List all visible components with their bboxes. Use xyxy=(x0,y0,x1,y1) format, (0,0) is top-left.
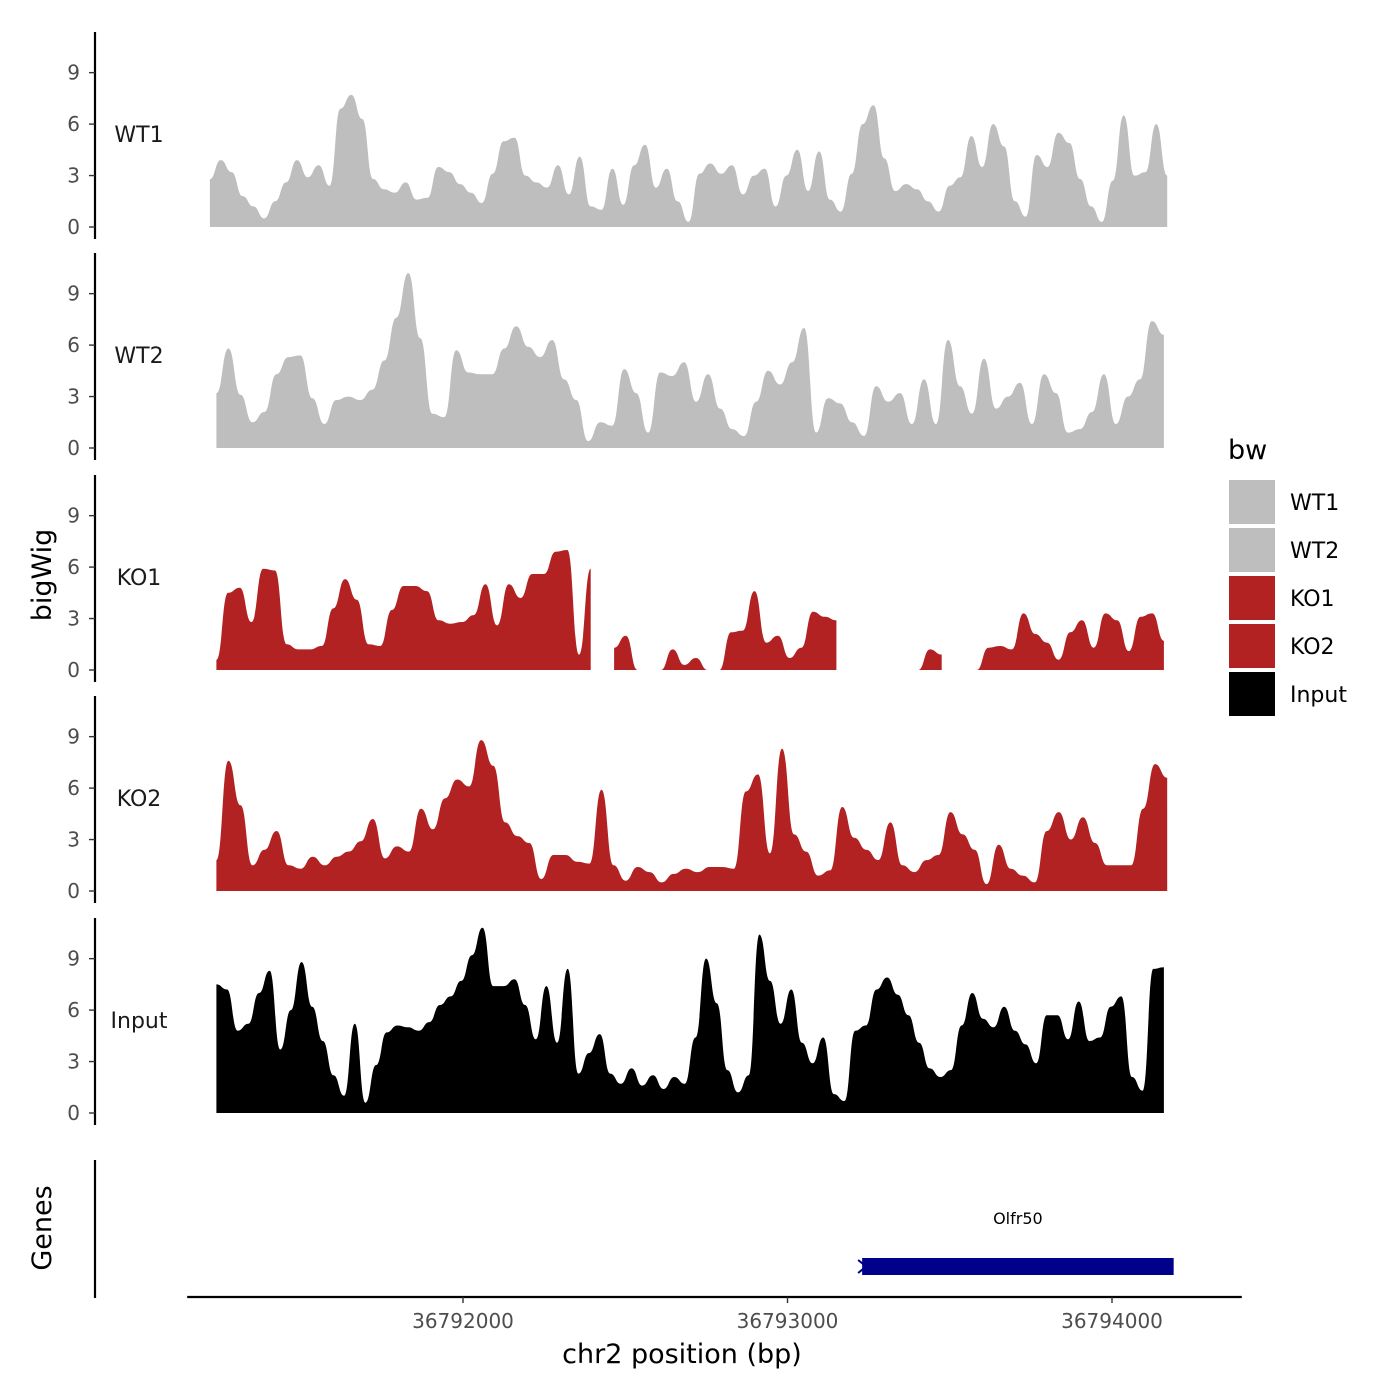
y-tick-label: 6 xyxy=(67,776,80,800)
legend-label: WT2 xyxy=(1290,539,1339,564)
y-axis-title: bigWig xyxy=(27,529,58,622)
y-tick-label: 6 xyxy=(67,333,80,357)
track-ko2: 0 3 6 9 KO2 xyxy=(67,696,1168,903)
legend-label: Input xyxy=(1290,683,1347,708)
legend-key-wt2 xyxy=(1229,528,1275,572)
x-axis: 36792000 36793000 36794000 xyxy=(187,1295,1242,1333)
signal-area-input xyxy=(216,927,1164,1113)
y-tick-label: 9 xyxy=(67,725,80,749)
y-tick-label: 3 xyxy=(67,385,80,409)
x-tick-label: 36793000 xyxy=(737,1309,839,1333)
signal-area-ko1 xyxy=(216,550,591,670)
gene-label: Olfr50 xyxy=(993,1209,1043,1228)
x-tick-label: 36794000 xyxy=(1061,1309,1163,1333)
signal-area-ko1 xyxy=(894,649,942,670)
y-tick-label: 3 xyxy=(67,1050,80,1074)
legend-title: bw xyxy=(1228,435,1267,466)
track-label: KO2 xyxy=(117,787,162,812)
legend-key-ko2 xyxy=(1229,624,1275,668)
track-wt2: 0 3 6 9 WT2 xyxy=(67,253,1164,460)
signal-area-ko2 xyxy=(216,740,1168,891)
y-tick-label: 0 xyxy=(67,1101,80,1125)
legend-label: KO2 xyxy=(1290,635,1335,660)
legend-label: KO1 xyxy=(1290,587,1335,612)
y-tick-label: 0 xyxy=(67,215,80,239)
y-tick-label: 0 xyxy=(67,879,80,903)
signal-tracks: 0 3 6 9 WT1 0 3 6 9 WT2 0 3 6 9 KO1 0 3 6 9 KO2 0 3 6 9 Input xyxy=(67,32,1168,1125)
y-tick-label: 6 xyxy=(67,555,80,579)
x-axis-title: chr2 position (bp) xyxy=(562,1339,802,1370)
y-tick-label: 3 xyxy=(67,164,80,188)
genes-axis-title: Genes xyxy=(27,1185,58,1270)
track-wt1: 0 3 6 9 WT1 xyxy=(67,32,1168,239)
y-tick-label: 0 xyxy=(67,658,80,682)
track-label: WT2 xyxy=(114,344,163,369)
legend-label: WT1 xyxy=(1290,491,1339,516)
legend: bw WT1 WT2 KO1 KO2 Input xyxy=(1228,435,1347,716)
legend-key-ko1 xyxy=(1229,576,1275,620)
legend-key-input xyxy=(1229,672,1275,716)
signal-area-ko1 xyxy=(614,635,638,670)
genes-panel: Olfr50 xyxy=(93,1160,1174,1298)
signal-area-ko1 xyxy=(976,613,1164,670)
y-tick-label: 6 xyxy=(67,112,80,136)
track-input: 0 3 6 9 Input xyxy=(67,918,1164,1125)
y-tick-label: 9 xyxy=(67,947,80,971)
y-tick-label: 3 xyxy=(67,607,80,631)
signal-area-ko1 xyxy=(660,591,837,670)
y-tick-label: 9 xyxy=(67,61,80,85)
signal-area-wt1 xyxy=(209,94,1168,228)
track-label: KO1 xyxy=(117,566,162,591)
track-ko1: 0 3 6 9 KO1 xyxy=(67,475,1164,682)
strand-arrow xyxy=(857,1259,868,1274)
track-label: Input xyxy=(111,1009,168,1034)
x-tick-label: 36792000 xyxy=(412,1309,514,1333)
y-tick-label: 9 xyxy=(67,282,80,306)
y-tick-label: 9 xyxy=(67,504,80,528)
gene-body-olfr50 xyxy=(862,1258,1174,1275)
legend-key-wt1 xyxy=(1229,480,1275,524)
y-tick-label: 6 xyxy=(67,998,80,1022)
track-label: WT1 xyxy=(114,123,163,148)
y-tick-label: 3 xyxy=(67,828,80,852)
signal-area-wt2 xyxy=(216,273,1164,448)
y-tick-label: 0 xyxy=(67,436,80,460)
